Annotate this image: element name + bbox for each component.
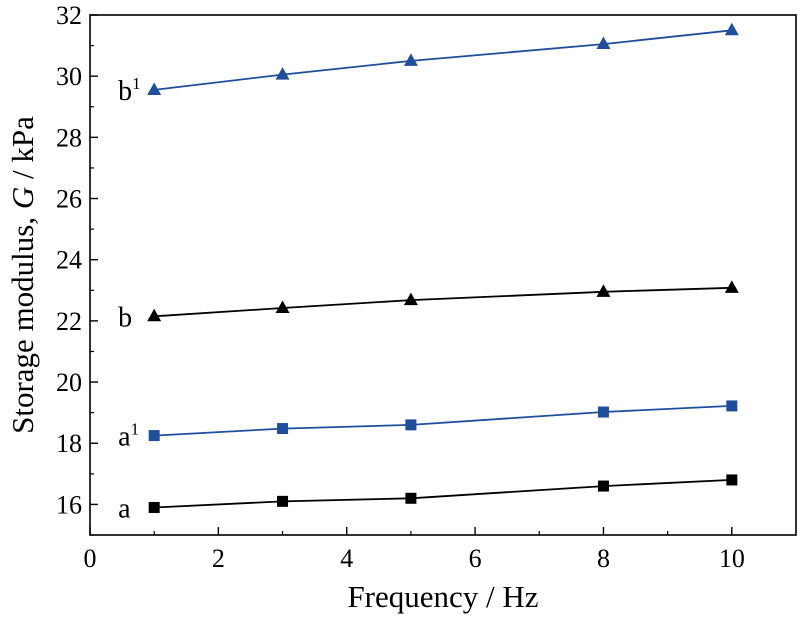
data-point bbox=[277, 495, 289, 507]
data-point bbox=[597, 406, 609, 418]
series-line bbox=[154, 29, 732, 91]
data-point bbox=[597, 480, 609, 492]
series-a bbox=[148, 474, 738, 513]
y-tick-label: 16 bbox=[56, 490, 82, 519]
x-axis: 0 2 4 6 8 10 bbox=[84, 527, 745, 573]
series-layer bbox=[147, 22, 739, 513]
x-tick-label: 6 bbox=[469, 544, 482, 573]
data-point bbox=[403, 53, 418, 66]
data-point bbox=[726, 474, 738, 486]
data-point bbox=[147, 82, 162, 95]
series-label: a1 bbox=[118, 420, 139, 453]
data-point bbox=[275, 67, 290, 80]
x-tick-label: 10 bbox=[719, 544, 745, 573]
y-axis: 16 18 20 22 24 26 28 30 32 bbox=[56, 1, 98, 536]
y-tick-label: 20 bbox=[56, 368, 82, 397]
series-label: b1 bbox=[118, 74, 141, 107]
y-tick-label: 24 bbox=[56, 246, 82, 275]
series-b1 bbox=[147, 22, 739, 95]
y-tick-label: 18 bbox=[56, 429, 82, 458]
data-point bbox=[147, 308, 162, 322]
x-axis-title: Frequency / Hz bbox=[347, 579, 538, 614]
plot-frame bbox=[89, 14, 797, 536]
data-point bbox=[596, 284, 611, 297]
series-line bbox=[154, 405, 732, 437]
y-tick-label: 32 bbox=[56, 1, 82, 30]
series-line bbox=[154, 286, 732, 318]
data-point bbox=[596, 36, 611, 50]
series-labels: a a1 b b1 bbox=[118, 74, 141, 525]
x-tick-label: 2 bbox=[212, 544, 225, 573]
data-point bbox=[726, 400, 738, 412]
y-axis-title: Storage modulus, G / kPa bbox=[5, 116, 40, 434]
data-point bbox=[148, 501, 160, 513]
y-tick-label: 22 bbox=[56, 307, 82, 336]
data-point bbox=[148, 430, 160, 442]
data-point bbox=[405, 492, 417, 504]
y-tick-label: 28 bbox=[56, 123, 82, 152]
data-point bbox=[405, 419, 417, 431]
x-tick-label: 8 bbox=[597, 544, 610, 573]
series-line bbox=[154, 479, 732, 509]
y-tick-label: 30 bbox=[56, 62, 82, 91]
data-point bbox=[724, 22, 739, 36]
data-point bbox=[277, 423, 289, 435]
data-point bbox=[403, 292, 418, 306]
series-label: b bbox=[118, 302, 132, 333]
series-b bbox=[147, 280, 739, 322]
series-label: a bbox=[118, 493, 131, 524]
data-point bbox=[724, 280, 739, 293]
x-tick-label: 0 bbox=[84, 544, 97, 573]
x-tick-label: 4 bbox=[340, 544, 353, 573]
data-point bbox=[275, 300, 290, 314]
y-tick-label: 26 bbox=[56, 185, 82, 214]
series-a1 bbox=[148, 400, 738, 442]
